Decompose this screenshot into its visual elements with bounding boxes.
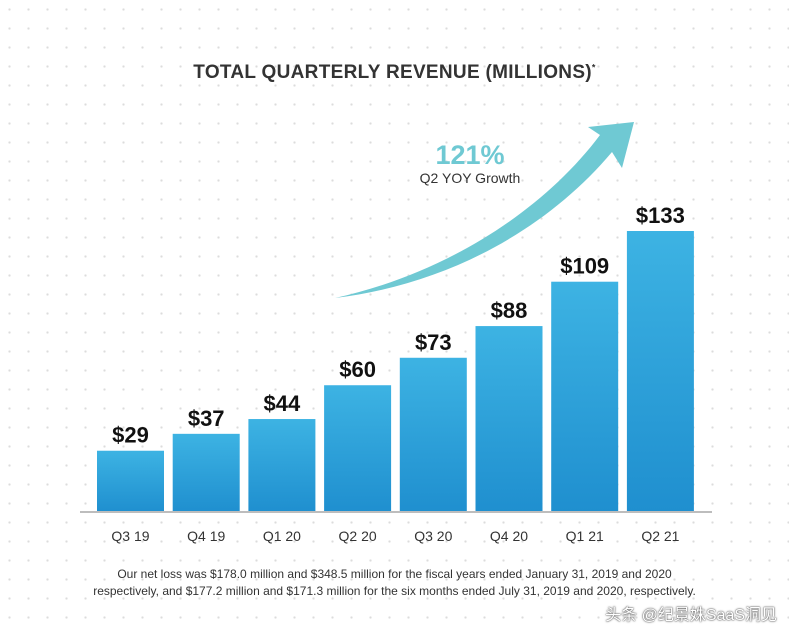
x-tick-label: Q4 20 bbox=[490, 528, 528, 544]
bar-q4-19 bbox=[172, 433, 240, 512]
chart-title: TOTAL QUARTERLY REVENUE (MILLIONS)* bbox=[0, 62, 789, 84]
growth-annotation: 121% Q2 YOY Growth bbox=[405, 140, 535, 186]
footnote: Our net loss was $178.0 million and $348… bbox=[0, 566, 789, 600]
title-footnote-marker: * bbox=[591, 62, 596, 73]
footnote-line-2: respectively, and $177.2 million and $17… bbox=[93, 584, 696, 598]
bar-q2-21 bbox=[626, 231, 694, 512]
footnote-line-1: Our net loss was $178.0 million and $348… bbox=[117, 567, 672, 581]
bar-q3-20 bbox=[399, 357, 467, 512]
data-label: $88 bbox=[491, 298, 528, 323]
x-tick-label: Q4 19 bbox=[187, 528, 225, 544]
growth-percent: 121% bbox=[435, 140, 505, 170]
growth-label: Q2 YOY Growth bbox=[419, 170, 521, 186]
data-label: $44 bbox=[264, 391, 301, 416]
bar-q4-20 bbox=[475, 326, 543, 512]
chart-title-text: TOTAL QUARTERLY REVENUE (MILLIONS) bbox=[193, 62, 592, 83]
bar-q2-20 bbox=[324, 385, 392, 512]
data-label: $60 bbox=[339, 357, 376, 382]
x-tick-label: Q3 19 bbox=[111, 528, 149, 544]
bar-q1-21 bbox=[551, 281, 619, 512]
data-label: $133 bbox=[636, 203, 685, 228]
data-label: $109 bbox=[560, 254, 609, 279]
x-tick-label: Q2 20 bbox=[339, 528, 377, 544]
data-label: $73 bbox=[415, 330, 452, 355]
data-label: $37 bbox=[188, 406, 225, 431]
data-label: $29 bbox=[112, 423, 149, 448]
watermark: 头条 @纪景姝SaaS洞见 bbox=[605, 607, 777, 624]
x-tick-label: Q1 21 bbox=[566, 528, 604, 544]
x-tick-label: Q3 20 bbox=[414, 528, 452, 544]
bar-q3-19 bbox=[97, 450, 164, 512]
bar-q1-20 bbox=[248, 419, 316, 512]
growth-arrow-icon bbox=[335, 122, 634, 298]
x-tick-label: Q1 20 bbox=[263, 528, 301, 544]
x-tick-label: Q2 21 bbox=[641, 528, 679, 544]
